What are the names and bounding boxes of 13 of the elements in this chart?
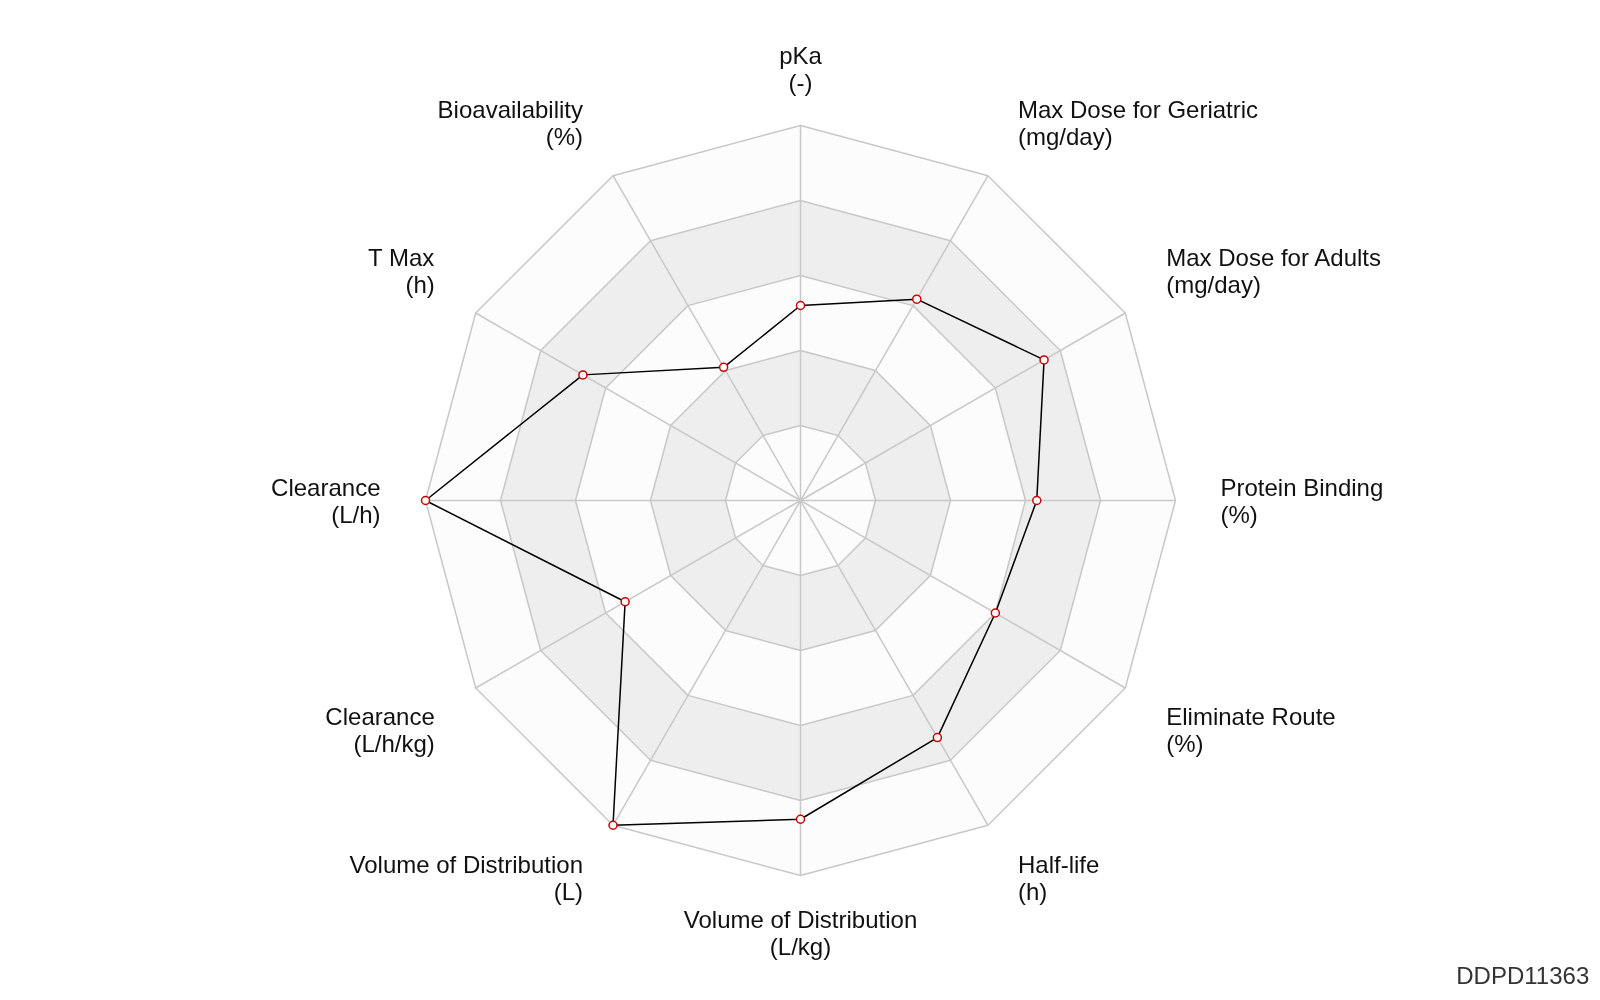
spoke-label: Clearance (L/h/kg) xyxy=(325,703,435,757)
spoke-label: Eliminate Route (%) xyxy=(1166,703,1336,757)
spoke-label: Half-life (h) xyxy=(1018,851,1100,906)
spoke-label: Volume of Distribution (L/kg) xyxy=(683,905,918,960)
text: DDPD11363 xyxy=(1456,962,1590,990)
spoke-label: pKa (-) xyxy=(779,41,823,96)
spoke-label: Volume of Distribution (L) xyxy=(349,851,584,906)
spoke-label: Clearance (L/h) xyxy=(271,473,381,528)
spoke-label: T Max (h) xyxy=(368,244,435,298)
spoke-label: Max Dose for Adults (mg/day) xyxy=(1166,244,1382,298)
spoke-label: Protein Binding (%) xyxy=(1220,473,1384,528)
spoke-label: Max Dose for Geriatric (mg/day) xyxy=(1018,95,1259,150)
spoke-label: Bioavailability (%) xyxy=(437,95,583,150)
